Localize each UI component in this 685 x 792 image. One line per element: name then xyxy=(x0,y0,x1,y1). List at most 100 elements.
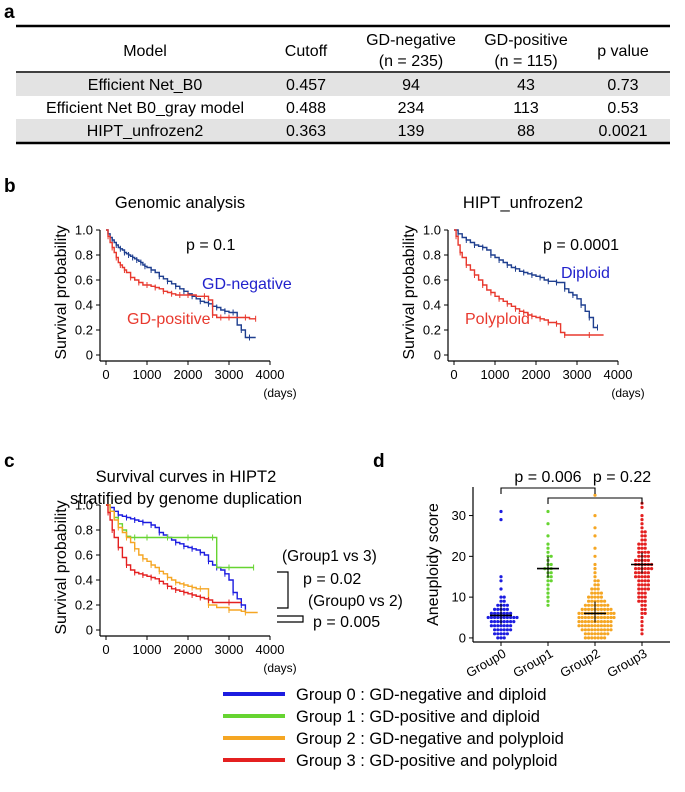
data-point xyxy=(640,538,644,542)
data-point xyxy=(577,624,581,628)
data-point xyxy=(502,607,506,612)
data-point xyxy=(502,603,506,607)
data-point xyxy=(590,624,594,628)
data-point xyxy=(590,620,594,624)
x-tick-label: 3000 xyxy=(215,367,244,382)
data-point xyxy=(512,620,516,624)
x-tick-label: 2000 xyxy=(522,367,551,382)
data-point xyxy=(583,628,588,632)
series-label: Polyploid xyxy=(465,311,530,328)
data-point xyxy=(496,624,500,628)
data-point xyxy=(587,632,591,636)
data-point xyxy=(643,558,647,563)
data-point xyxy=(502,615,506,620)
results-table: Model Cutoff GD-negative (n = 235) GD-po… xyxy=(16,24,670,145)
data-point xyxy=(643,575,647,579)
data-point xyxy=(590,615,594,620)
data-point xyxy=(546,522,550,526)
data-point xyxy=(640,611,644,616)
data-point xyxy=(603,603,607,607)
data-point xyxy=(496,636,500,640)
data-point xyxy=(596,628,600,632)
data-point xyxy=(596,583,600,587)
data-point xyxy=(577,615,581,620)
data-point xyxy=(646,558,651,563)
data-point xyxy=(499,632,503,636)
data-point xyxy=(634,571,638,575)
data-point xyxy=(583,632,588,636)
y-tick-label: 0.6 xyxy=(423,273,441,288)
data-point xyxy=(496,615,500,620)
cell-p-value: 0.73 xyxy=(607,77,638,94)
x-axis-unit: (days) xyxy=(263,386,296,400)
data-point xyxy=(590,599,594,603)
cell-gd-positive: 43 xyxy=(517,77,535,94)
data-point xyxy=(593,587,597,591)
data-point xyxy=(640,587,644,591)
y-tick-label: 0.2 xyxy=(423,323,441,338)
data-point xyxy=(603,599,607,603)
data-point xyxy=(643,607,647,612)
category-label: Group0 xyxy=(463,646,508,681)
x-tick-label: 2000 xyxy=(174,642,203,657)
data-point xyxy=(499,624,503,628)
data-point xyxy=(590,628,594,632)
data-point xyxy=(493,628,497,632)
data-point xyxy=(599,628,604,632)
data-point xyxy=(606,632,610,636)
data-point xyxy=(546,550,550,554)
data-point xyxy=(587,595,591,599)
data-point xyxy=(640,607,644,612)
y-tick-label: 0.8 xyxy=(423,248,441,263)
data-point xyxy=(493,620,497,624)
data-point xyxy=(596,591,600,595)
data-point xyxy=(593,599,597,603)
data-point xyxy=(640,550,644,554)
data-point xyxy=(496,607,500,612)
data-point xyxy=(640,579,644,583)
chart-title: HIPT_unfrozen2 xyxy=(463,194,583,212)
data-point xyxy=(502,595,506,599)
data-point xyxy=(505,628,509,632)
cell-gd-positive: 113 xyxy=(513,100,539,117)
group-legend: Group 0 : GD-negative and diploid Group 1… xyxy=(223,686,564,770)
data-point xyxy=(546,534,550,538)
data-point xyxy=(505,607,509,612)
y-tick-label: 0 xyxy=(434,348,441,363)
data-point xyxy=(512,615,516,620)
data-point xyxy=(499,636,503,640)
data-point xyxy=(499,587,503,591)
km-hipt-unfrozen2: 0 1000 2000 3000 4000 0 0.2 0.4 0.6 0.8 1.0 Surviva… xyxy=(401,194,645,400)
cell-gd-positive: 88 xyxy=(517,123,535,140)
data-point xyxy=(640,583,644,587)
data-point xyxy=(596,620,600,624)
cell-gd-negative: 234 xyxy=(398,100,425,117)
data-point xyxy=(596,615,600,620)
data-point xyxy=(587,636,591,640)
data-point xyxy=(502,599,506,603)
data-point xyxy=(643,587,647,591)
data-point xyxy=(509,624,513,628)
data-point xyxy=(549,575,553,579)
cell-p-value: 0.0021 xyxy=(599,123,648,140)
data-point xyxy=(599,620,604,624)
data-point xyxy=(606,615,610,620)
data-point xyxy=(609,628,613,632)
data-point xyxy=(599,615,604,620)
x-axis-unit: (days) xyxy=(611,386,644,400)
data-point xyxy=(599,636,604,640)
cell-model: HIPT_unfrozen2 xyxy=(87,123,204,140)
data-point xyxy=(643,530,647,534)
y-tick-label: 0 xyxy=(86,348,93,363)
comparison-bracket xyxy=(277,615,304,623)
row-shade-3 xyxy=(16,119,670,142)
x-tick-label: 2000 xyxy=(174,367,203,382)
data-point xyxy=(646,583,651,587)
data-point xyxy=(640,522,644,526)
data-point xyxy=(646,567,651,571)
data-point xyxy=(643,611,647,616)
y-tick-label: 1.0 xyxy=(75,223,93,238)
data-point xyxy=(505,620,509,624)
data-point xyxy=(577,611,581,616)
